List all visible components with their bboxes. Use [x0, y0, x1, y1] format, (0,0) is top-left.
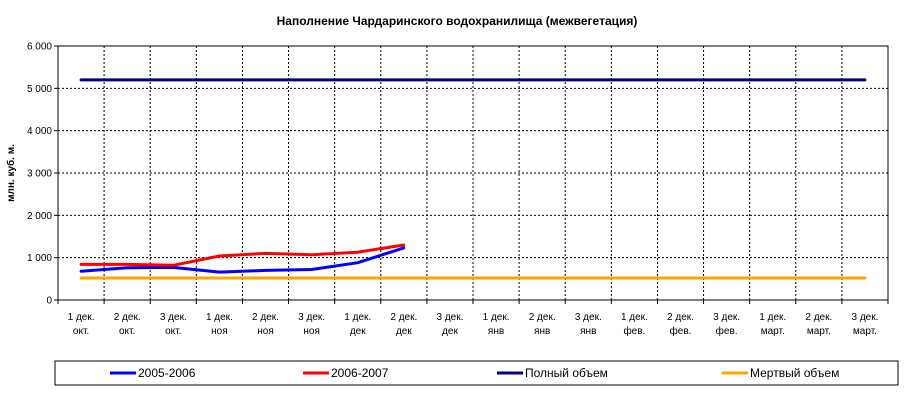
x-tick-label: 2 дек. фев. — [667, 312, 694, 337]
y-tick-label: 5 000 — [27, 84, 52, 95]
x-tick-label: 1 дек. дек — [344, 312, 371, 337]
chart-title: Наполнение Чардаринского водохранилища (… — [277, 14, 638, 28]
x-axis-ticks: 1 дек. окт. 2 дек. окт. 3 дек. окт. 1 дек. ноя 2… — [57, 300, 889, 337]
x-tick-label: 3 дек. март. — [851, 312, 878, 337]
series-line-2005-2006 — [79, 246, 406, 274]
y-axis-ticks: 0 1 000 2 000 3 000 4 000 5 000 6 000 — [27, 42, 58, 307]
legend-label: Мертвый объем — [750, 366, 839, 380]
x-tick-label: 2 дек. дек — [390, 312, 417, 337]
y-tick-label: 1 000 — [27, 253, 52, 264]
x-tick-label: 2 дек. ноя — [252, 312, 279, 337]
y-tick-label: 2 000 — [27, 211, 52, 222]
x-tick-label: 2 дек. янв — [529, 312, 556, 337]
y-tick-label: 3 000 — [27, 169, 52, 180]
plot-frame — [57, 45, 889, 301]
legend: 2005-2006 2006-2007 Полный объем Мертвый об… — [54, 360, 899, 386]
x-tick-label: 2 дек. окт. — [114, 312, 141, 337]
x-tick-label: 3 дек. янв — [575, 312, 602, 337]
x-tick-label: 3 дек. дек — [436, 312, 463, 337]
x-tick-label: 1 дек. янв — [483, 312, 510, 337]
y-tick-label: 4 000 — [27, 126, 52, 137]
y-tick-label: 6 000 — [27, 42, 52, 53]
y-axis-label: млн. куб. м. — [5, 144, 17, 202]
x-tick-label: 2 дек. март. — [805, 312, 832, 337]
plot-area — [57, 45, 889, 301]
x-tick-label: 3 дек. фев. — [713, 312, 740, 337]
legend-box — [54, 360, 899, 386]
series-lines — [79, 78, 867, 280]
x-tick-label: 1 дек. март. — [759, 312, 786, 337]
legend-label: 2006-2007 — [331, 366, 389, 380]
y-tick-label: 0 — [46, 296, 52, 307]
x-tick-label: 3 дек. ноя — [298, 312, 325, 337]
series-line-2006-2007 — [79, 243, 406, 267]
x-tick-label: 1 дек. фев. — [621, 312, 648, 337]
legend-label: 2005-2006 — [138, 366, 196, 380]
legend-label: Полный объем — [525, 366, 608, 380]
x-tick-label: 1 дек. окт. — [68, 312, 95, 337]
x-tick-label: 1 дек. ноя — [206, 312, 233, 337]
x-tick-label: 3 дек. окт. — [160, 312, 187, 337]
